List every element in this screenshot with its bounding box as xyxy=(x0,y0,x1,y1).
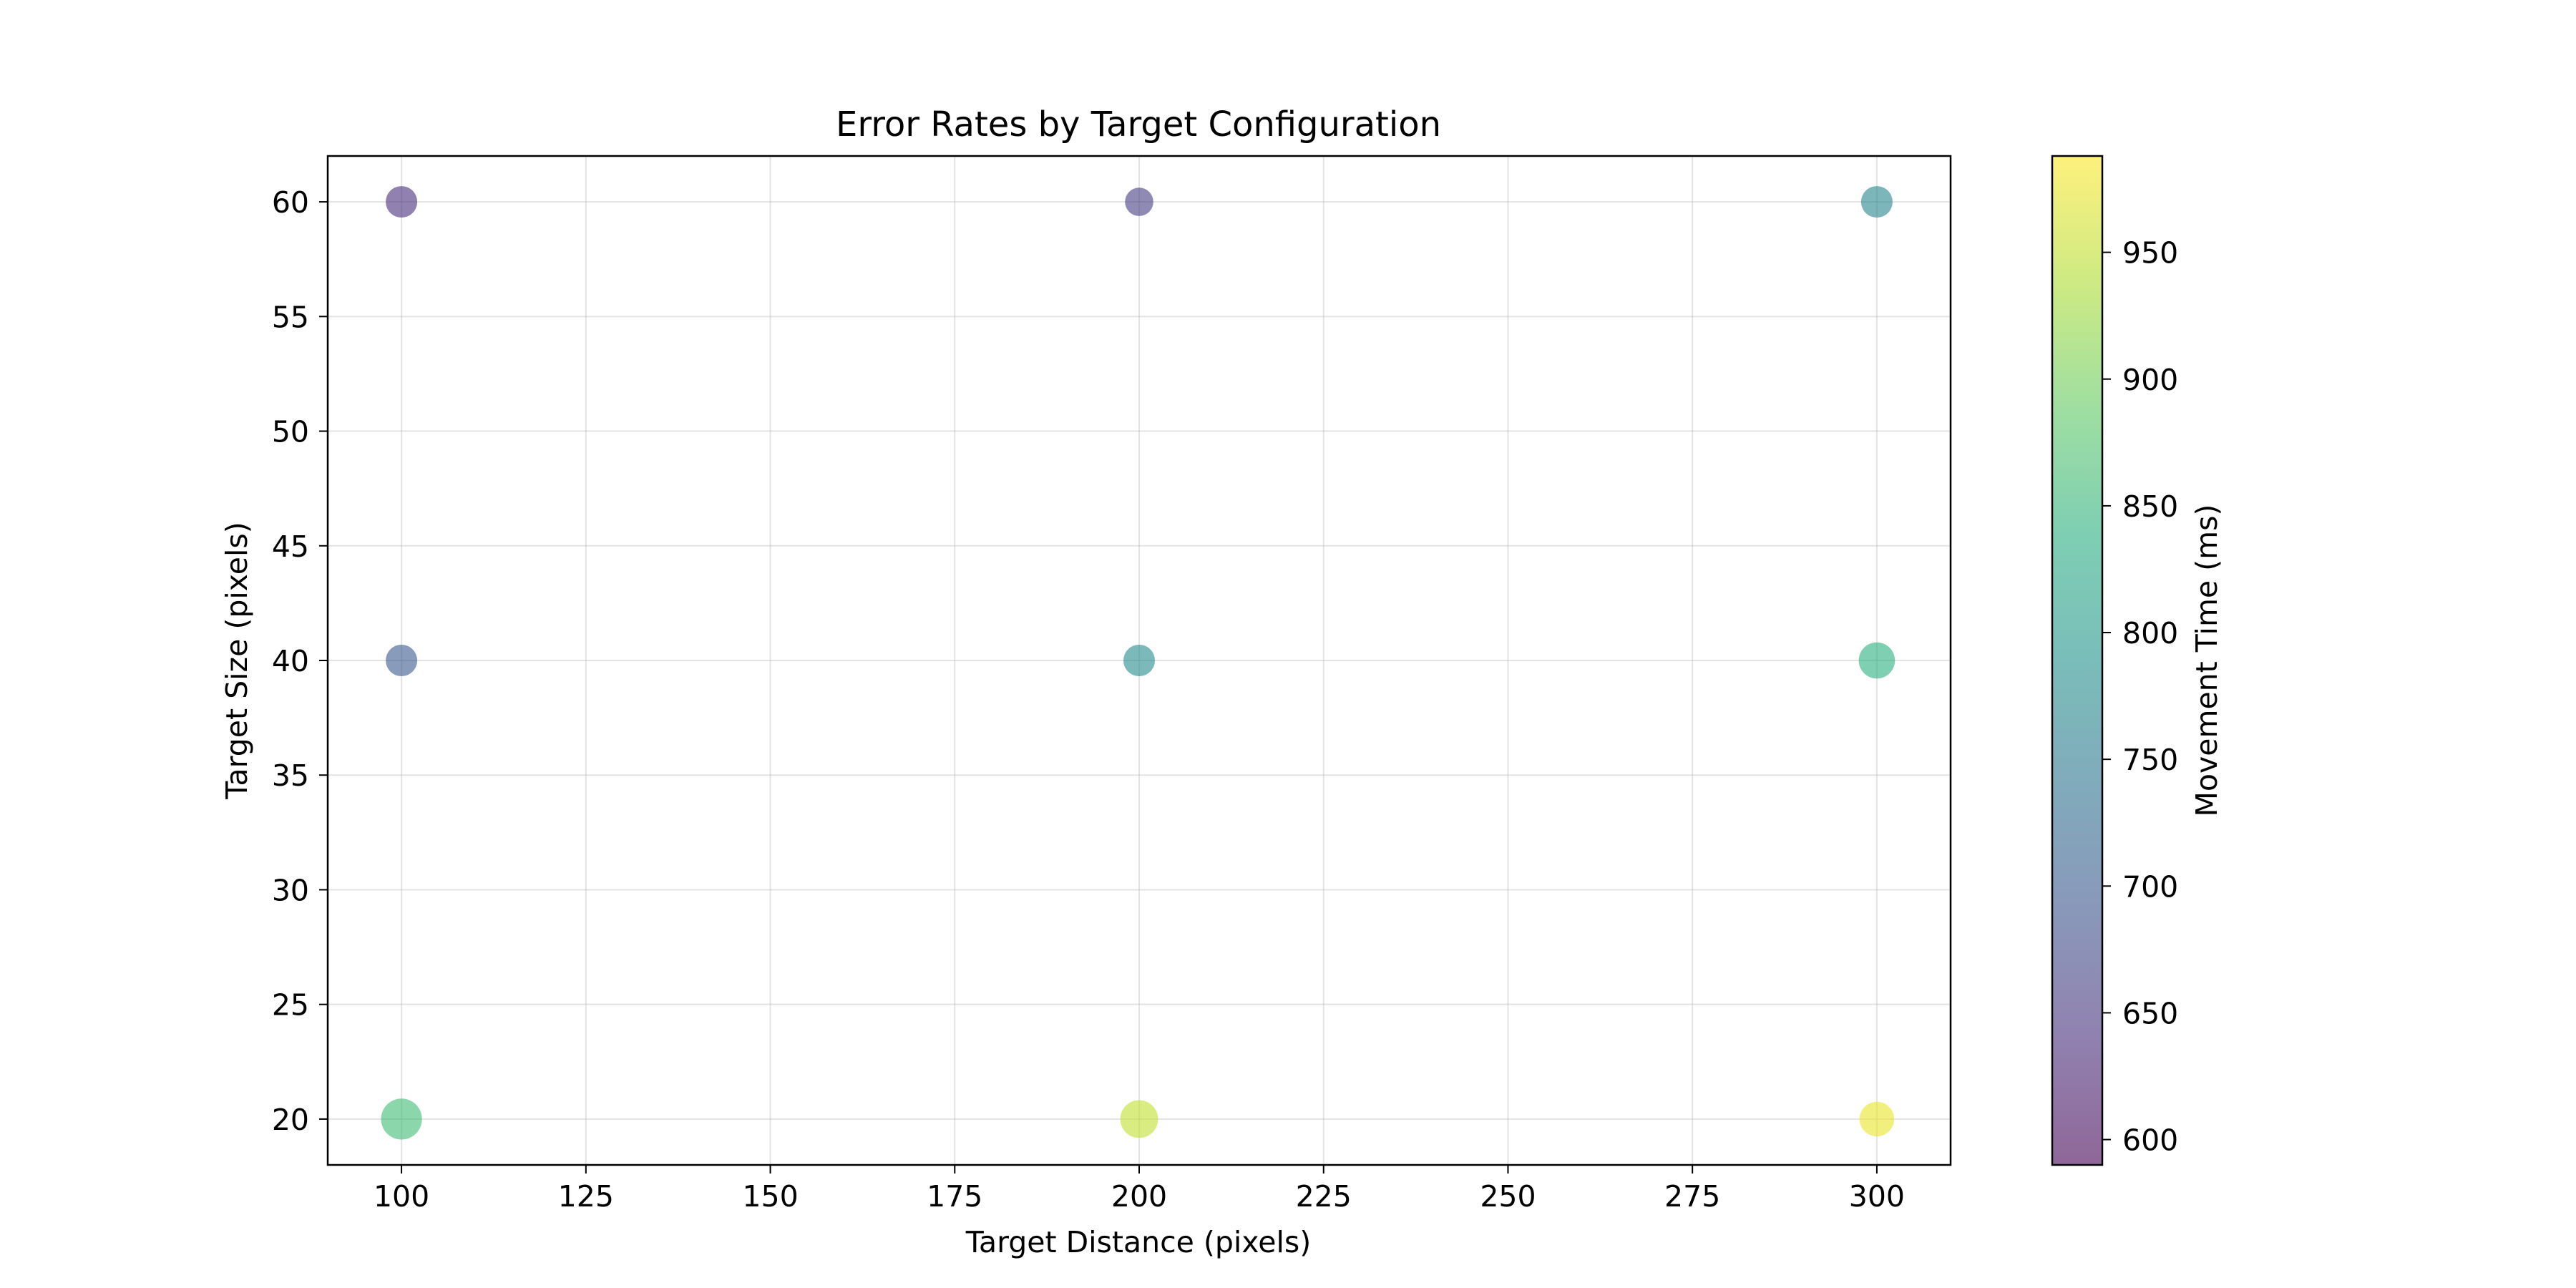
x-tick-label: 175 xyxy=(927,1179,982,1214)
colorbar-label: Movement Time (ms) xyxy=(2190,504,2224,817)
scatter-points xyxy=(381,186,1896,1140)
colorbar-tick-label: 700 xyxy=(2122,869,2178,904)
x-tick-label: 100 xyxy=(374,1179,429,1214)
colorbar-tick-label: 850 xyxy=(2122,489,2178,524)
y-tick-label: 20 xyxy=(272,1103,309,1137)
y-tick-label: 25 xyxy=(272,988,309,1023)
colorbar-tick-label: 900 xyxy=(2122,363,2178,397)
scatter-point xyxy=(1120,1100,1158,1138)
y-tick-label: 45 xyxy=(272,530,309,564)
colorbar xyxy=(2051,155,2104,1166)
colorbar-tick-label: 650 xyxy=(2122,996,2178,1030)
scatter-point xyxy=(381,1098,422,1140)
colorbar-ticks: 600 650 700 750 800 850 900 950 xyxy=(2102,236,2178,1158)
y-tick-label: 60 xyxy=(272,185,309,220)
colorbar-tick-label: 750 xyxy=(2122,743,2178,777)
x-tick-label: 125 xyxy=(558,1179,614,1214)
x-tick-label: 300 xyxy=(1849,1179,1905,1214)
scatter-point xyxy=(1860,186,1893,218)
scatter-point xyxy=(1125,187,1153,216)
y-tick-label: 50 xyxy=(272,415,309,449)
y-tick-label: 35 xyxy=(272,758,309,793)
y-tick-label: 30 xyxy=(272,873,309,907)
y-tick-label: 55 xyxy=(272,300,309,334)
colorbar-tick-label: 950 xyxy=(2122,236,2178,270)
x-tick-label: 250 xyxy=(1480,1179,1536,1214)
x-axis-ticks: 100 125 150 175 200 225 250 275 300 xyxy=(374,1165,1905,1214)
scatter-point xyxy=(1123,645,1155,676)
x-tick-label: 275 xyxy=(1664,1179,1720,1214)
y-axis-label: Target Size (pixels) xyxy=(220,522,254,799)
x-axis-label: Target Distance (pixels) xyxy=(965,1225,1312,1259)
colorbar-tick-label: 600 xyxy=(2122,1123,2178,1158)
x-tick-label: 200 xyxy=(1111,1179,1167,1214)
scatter-point xyxy=(1858,642,1896,679)
chart-title: Error Rates by Target Configuration xyxy=(836,104,1441,145)
y-axis-ticks: 20 25 30 35 40 45 50 55 60 xyxy=(272,185,328,1137)
scatter-point xyxy=(1859,1101,1895,1137)
x-tick-label: 150 xyxy=(742,1179,798,1214)
colorbar-tick-label: 800 xyxy=(2122,616,2178,650)
x-tick-label: 225 xyxy=(1296,1179,1352,1214)
y-tick-label: 40 xyxy=(272,644,309,678)
scatter-point xyxy=(386,645,418,676)
scatter-point xyxy=(386,186,418,218)
